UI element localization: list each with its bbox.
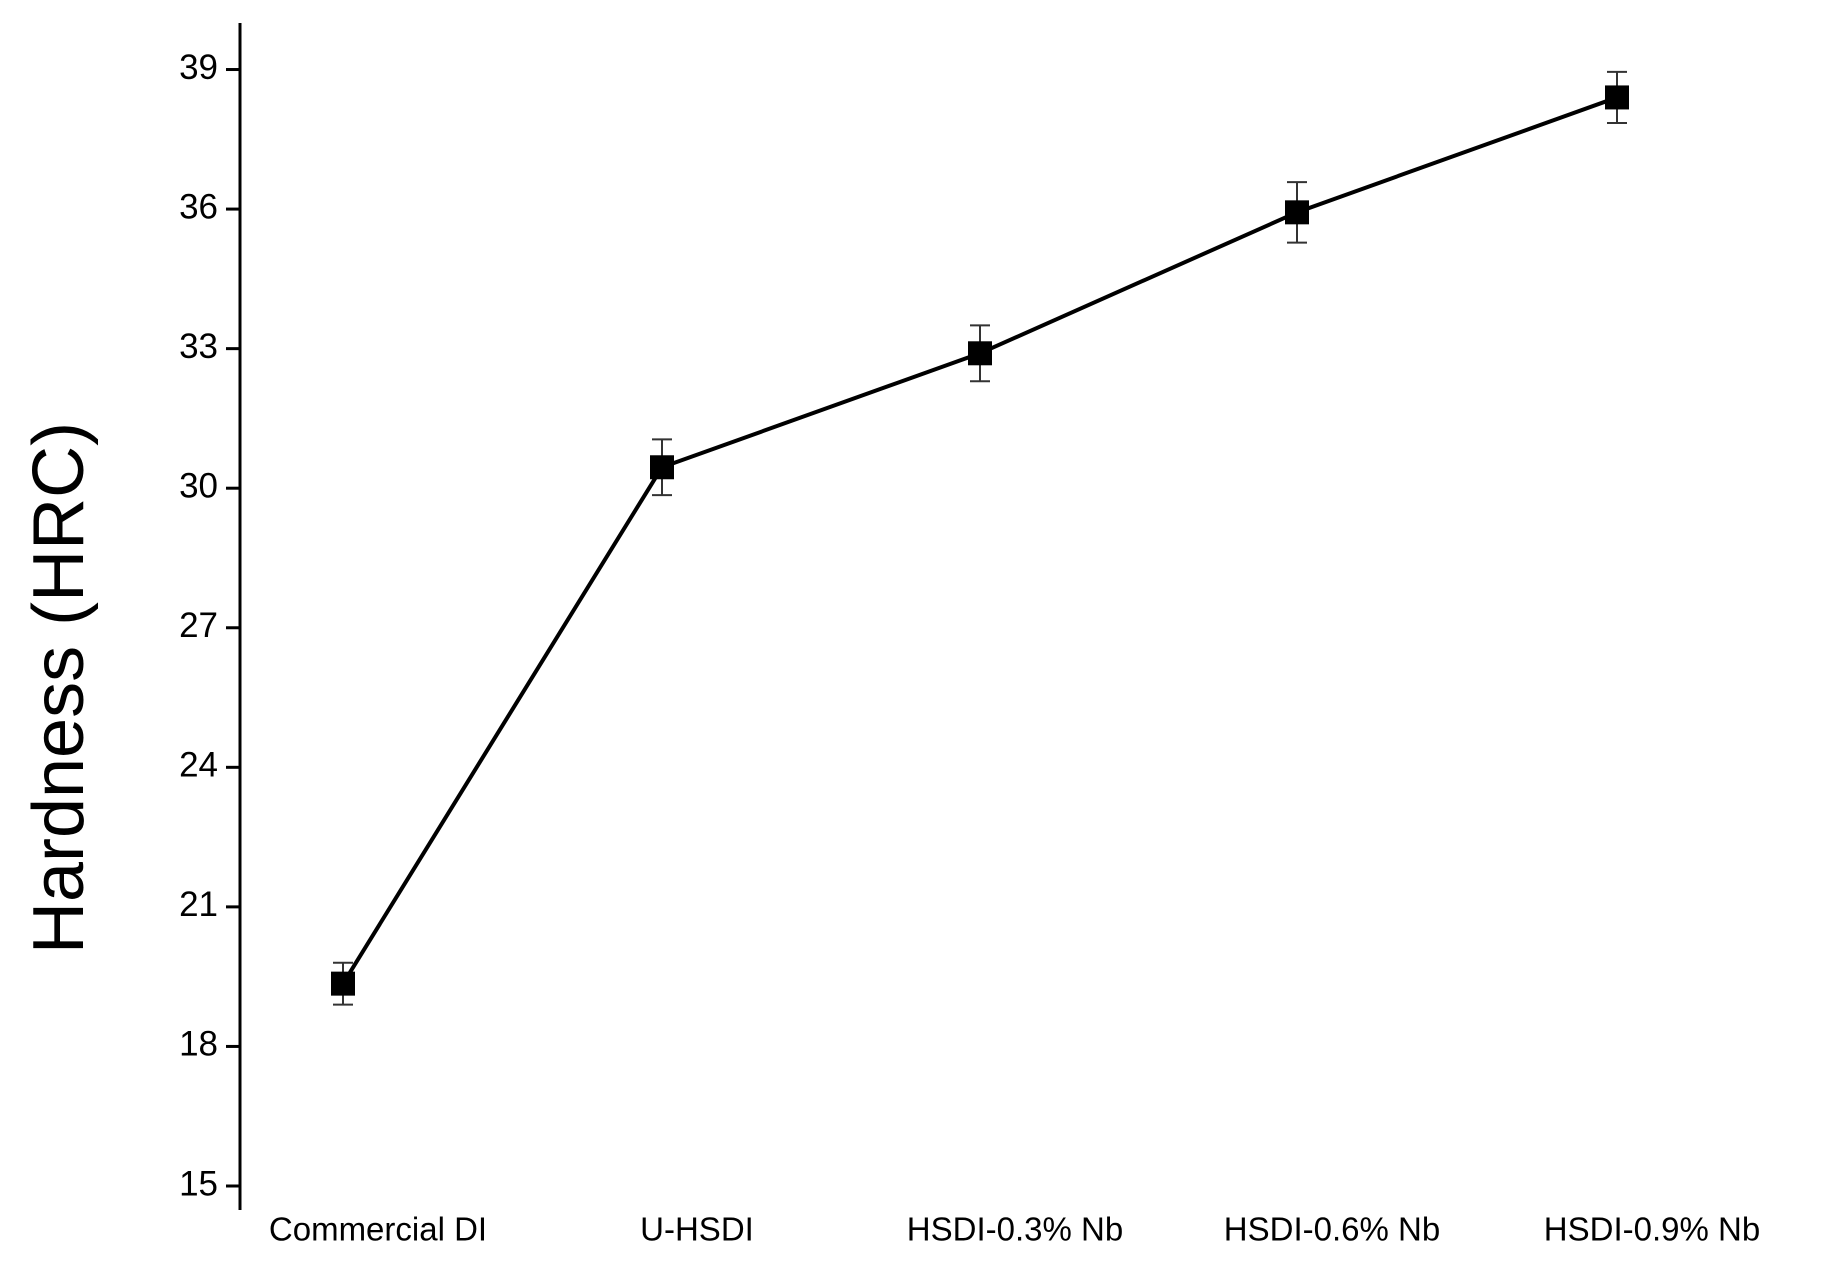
y-tick-label: 24 — [179, 746, 218, 785]
x-tick-label: HSDI-0.9% Nb — [1544, 1211, 1760, 1248]
x-tick-label: HSDI-0.6% Nb — [1224, 1211, 1440, 1248]
y-tick-label: 21 — [179, 885, 218, 924]
data-line — [341, 95, 1618, 985]
x-tick-label: Commercial DI — [269, 1211, 487, 1248]
marker — [331, 971, 355, 996]
y-tick-label: 30 — [179, 466, 218, 505]
y-tick-label: 18 — [179, 1025, 218, 1064]
marker — [968, 341, 992, 366]
marker — [1285, 200, 1309, 225]
y-tick-label: 33 — [179, 327, 218, 366]
y-axis-title: Hardness (HRC) — [19, 422, 99, 954]
y-tick-label: 39 — [179, 48, 218, 87]
y-tick-label: 36 — [179, 187, 218, 226]
marker — [650, 455, 674, 480]
x-tick-label: U-HSDI — [640, 1211, 754, 1248]
y-tick-label: 15 — [179, 1164, 218, 1203]
y-tick-label: 27 — [179, 606, 218, 645]
x-tick-label: HSDI-0.3% Nb — [907, 1211, 1123, 1248]
marker — [1605, 85, 1629, 110]
